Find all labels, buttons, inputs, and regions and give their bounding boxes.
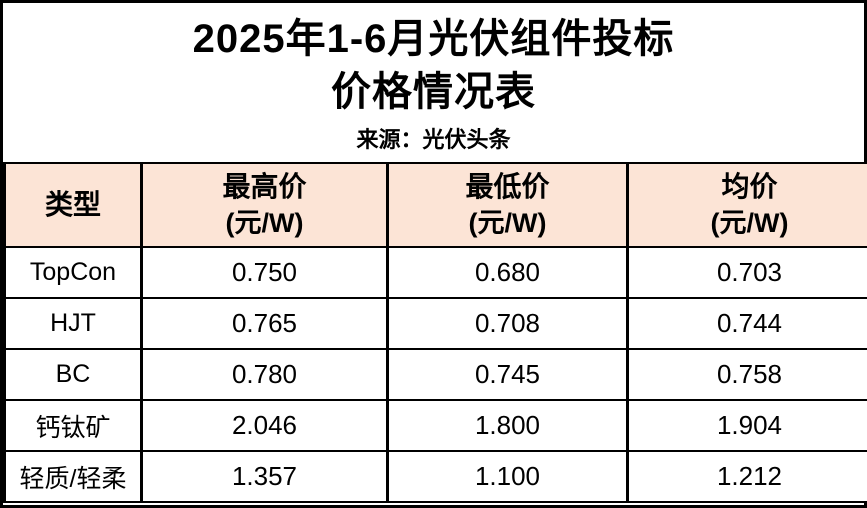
- table-row: BC 0.780 0.745 0.758: [3, 348, 867, 401]
- col-header-max: 最高价 (元/W): [140, 162, 389, 248]
- source-label: 来源：光伏头条: [356, 127, 511, 152]
- cell-min: 1.800: [386, 399, 629, 452]
- col-header-max-unit: (元/W): [225, 208, 304, 238]
- cell-max: 0.750: [140, 246, 389, 299]
- col-header-type: 类型: [3, 162, 143, 248]
- cell-type: 钙钛矿: [3, 399, 143, 452]
- table-row: 钙钛矿 2.046 1.800 1.904: [3, 399, 867, 452]
- cell-min: 0.680: [386, 246, 629, 299]
- cell-type: 轻质/轻柔: [3, 450, 143, 503]
- price-table: 类型 最高价 (元/W) 最低价 (元/W) 均价 (元/W) TopCon 0…: [3, 162, 867, 503]
- cell-avg: 0.744: [626, 297, 867, 350]
- col-header-min-label: 最低价: [465, 171, 550, 202]
- col-header-avg: 均价 (元/W): [626, 162, 867, 248]
- col-header-type-label: 类型: [44, 189, 101, 220]
- cell-type: TopCon: [3, 246, 143, 299]
- cell-max: 2.046: [140, 399, 389, 452]
- cell-min: 0.745: [386, 348, 629, 401]
- table-header-row: 类型 最高价 (元/W) 最低价 (元/W) 均价 (元/W): [3, 162, 867, 248]
- cell-max: 1.357: [140, 450, 389, 503]
- page-title-line1: 2025年1-6月光伏组件投标: [192, 17, 675, 61]
- col-header-min-unit: (元/W): [468, 208, 547, 238]
- page-title-line2: 价格情况表: [331, 70, 536, 114]
- cell-avg: 0.703: [626, 246, 867, 299]
- cell-max: 0.765: [140, 297, 389, 350]
- col-header-min: 最低价 (元/W): [386, 162, 629, 248]
- table-row: TopCon 0.750 0.680 0.703: [3, 246, 867, 299]
- col-header-avg-label: 均价: [721, 171, 778, 202]
- cell-max: 0.780: [140, 348, 389, 401]
- col-header-avg-unit: (元/W): [710, 208, 789, 238]
- table-row: HJT 0.765 0.708 0.744: [3, 297, 867, 350]
- cell-avg: 0.758: [626, 348, 867, 401]
- title-block: 2025年1-6月光伏组件投标 价格情况表 来源：光伏头条: [3, 3, 864, 155]
- cell-type: HJT: [3, 297, 143, 350]
- cell-type: BC: [3, 348, 143, 401]
- cell-min: 1.100: [386, 450, 629, 503]
- cell-avg: 1.904: [626, 399, 867, 452]
- col-header-max-label: 最高价: [222, 171, 307, 202]
- cell-avg: 1.212: [626, 450, 867, 503]
- table-row: 轻质/轻柔 1.357 1.100 1.212: [3, 450, 867, 503]
- cell-min: 0.708: [386, 297, 629, 350]
